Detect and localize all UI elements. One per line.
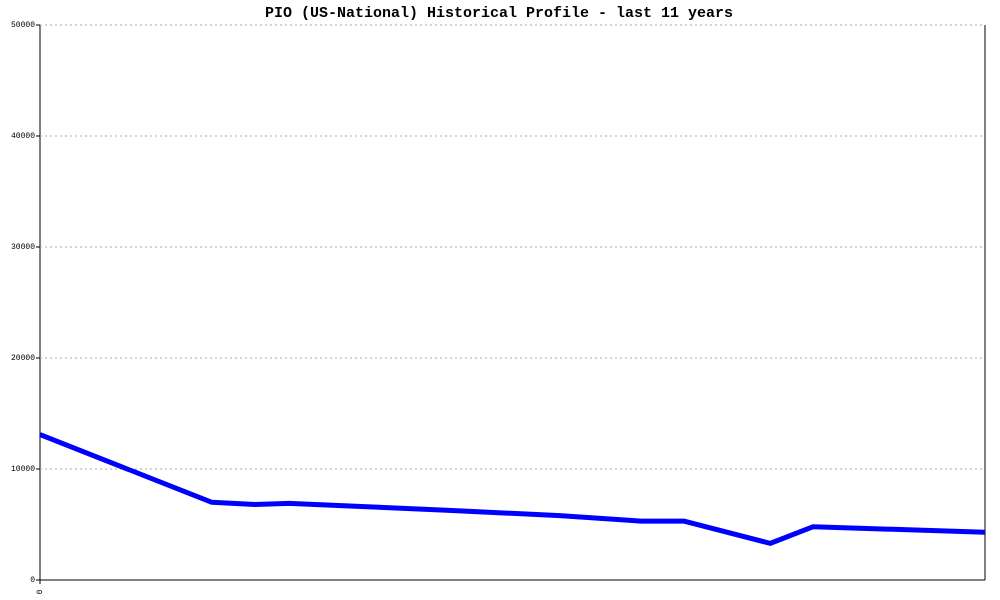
x-tick-label: 0 bbox=[36, 589, 45, 594]
chart-title: PIO (US-National) Historical Profile - l… bbox=[265, 5, 733, 22]
y-tick-label: 40000 bbox=[11, 132, 35, 141]
y-tick-label: 20000 bbox=[11, 354, 35, 363]
y-tick-label: 50000 bbox=[11, 21, 35, 30]
y-tick-label: 30000 bbox=[11, 243, 35, 252]
y-tick-label: 0 bbox=[30, 576, 35, 585]
y-tick-label: 10000 bbox=[11, 465, 35, 474]
line bbox=[39, 432, 986, 546]
